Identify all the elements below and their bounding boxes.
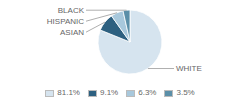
html-text:6.3%: 6.3% [138,88,157,97]
html-text:9.1%: 9.1% [100,88,119,97]
svg-text:ASIAN: ASIAN [60,28,84,37]
html-text:81.1%: 81.1% [57,88,80,97]
svg-text:HISPANIC: HISPANIC [47,17,84,26]
svg-text:BLACK: BLACK [58,6,85,15]
html-text:3.5%: 3.5% [176,88,195,97]
svg-text:WHITE: WHITE [176,64,202,73]
